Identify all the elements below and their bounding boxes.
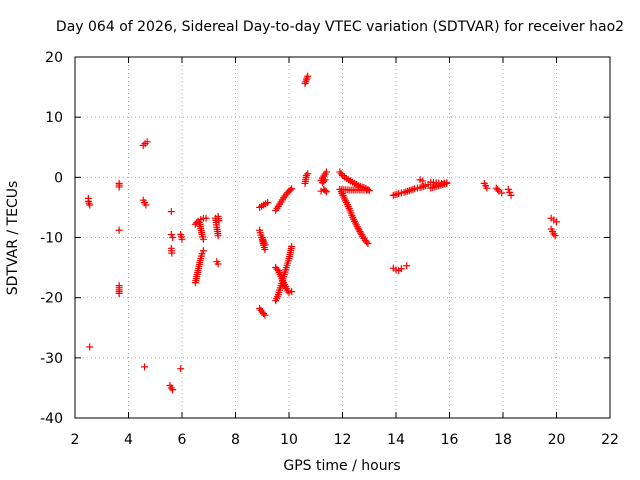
data-point (86, 201, 94, 209)
data-point (551, 232, 559, 240)
axis-ticks (74, 56, 611, 419)
data-point (420, 182, 428, 190)
x-tick-label: 6 (178, 432, 187, 448)
data-point (337, 170, 345, 178)
data-point (261, 241, 269, 249)
data-point (85, 199, 93, 207)
y-tick-label: 10 (45, 110, 63, 126)
x-axis-label: GPS time / hours (283, 458, 400, 474)
data-point (443, 179, 451, 187)
data-point (264, 199, 272, 207)
data-point (321, 187, 329, 195)
y-tick-label: 0 (54, 170, 63, 186)
data-point (322, 168, 330, 176)
data-point (407, 186, 415, 194)
data-point (365, 187, 373, 195)
data-point (167, 230, 175, 238)
x-tick-label: 22 (601, 432, 619, 448)
data-point (142, 201, 150, 209)
data-point (260, 310, 268, 318)
data-point (288, 288, 296, 296)
data-point (261, 311, 269, 319)
data-point (288, 243, 296, 251)
data-point (393, 190, 401, 198)
data-point (199, 247, 207, 255)
data-point (409, 185, 417, 193)
data-point (507, 191, 515, 199)
y-tick-labels: -40 -30 -20 -10 0 10 20 (40, 50, 63, 427)
data-point (553, 218, 560, 226)
data-point (178, 235, 186, 243)
data-point (418, 183, 426, 191)
data-point (199, 235, 207, 243)
x-tick-label: 20 (548, 432, 566, 448)
data-point (304, 170, 312, 178)
data-point (141, 363, 149, 371)
y-tick-label: -10 (40, 231, 63, 247)
data-point (364, 185, 372, 193)
y-tick-label: -40 (40, 411, 63, 427)
x-tick-label: 18 (494, 432, 512, 448)
y-tick-label: -20 (40, 291, 63, 307)
data-point (273, 265, 281, 273)
data-point (320, 177, 328, 185)
data-point (364, 240, 372, 248)
y-axis-label: SDTVAR / TECUs (5, 181, 21, 296)
data-point (214, 260, 222, 268)
data-point (286, 186, 294, 194)
chart-title: Day 064 of 2026, Sidereal Day-to-day VTE… (56, 19, 624, 35)
data-point (143, 138, 151, 146)
data-point (169, 234, 177, 241)
data-point (498, 189, 506, 197)
data-point (321, 176, 329, 184)
data-point (168, 249, 176, 257)
data-point (504, 185, 512, 193)
data-point (177, 365, 185, 373)
data-point (397, 265, 405, 273)
grid (75, 57, 610, 418)
y-tick-label: -30 (40, 351, 63, 367)
data-point (198, 250, 206, 258)
data-point (302, 76, 310, 84)
x-tick-label: 12 (334, 432, 352, 448)
data-point (483, 184, 491, 192)
data-point (358, 231, 366, 239)
data-point (86, 343, 94, 351)
data-point (403, 262, 411, 270)
data-point (214, 232, 222, 240)
x-tick-labels: 2 4 6 8 10 12 14 16 18 20 22 (71, 432, 619, 448)
data-point (167, 208, 175, 216)
y-tick-label: 20 (45, 50, 63, 66)
data-points (84, 72, 560, 394)
data-point (494, 186, 502, 194)
data-point (169, 386, 177, 394)
data-point (363, 238, 371, 246)
data-point (288, 185, 296, 193)
x-tick-label: 14 (387, 432, 405, 448)
data-point (419, 177, 427, 185)
x-tick-label: 10 (280, 432, 298, 448)
data-point (202, 214, 210, 222)
data-point (391, 191, 399, 199)
data-point (322, 188, 330, 196)
data-point (405, 187, 413, 195)
x-tick-label: 8 (231, 432, 240, 448)
data-point (506, 188, 514, 196)
data-point (115, 183, 123, 191)
data-point (402, 188, 410, 196)
x-tick-label: 16 (441, 432, 459, 448)
data-point (115, 226, 123, 234)
data-point (215, 217, 223, 225)
data-point (404, 187, 412, 195)
x-tick-label: 2 (71, 432, 80, 448)
x-tick-label: 4 (124, 432, 133, 448)
data-point (115, 289, 123, 297)
data-point (304, 72, 312, 80)
